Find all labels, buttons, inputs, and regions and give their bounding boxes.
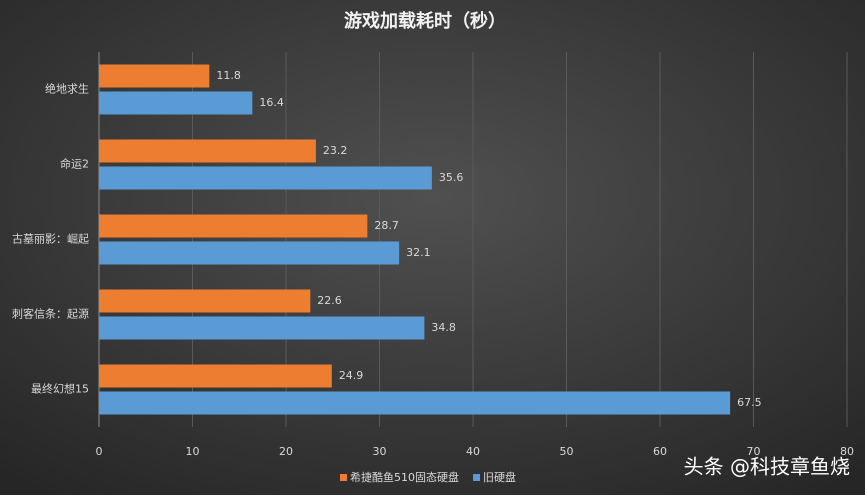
watermark: 头条 @科技章鱼烧 [684, 455, 850, 479]
data-label: 11.8 [216, 69, 241, 82]
bar [99, 139, 316, 163]
y-tick-label: 古墓丽影：崛起 [12, 232, 89, 246]
data-label: 34.8 [431, 321, 456, 334]
bar [99, 289, 311, 313]
y-tick-label: 刺客信条：起源 [12, 307, 89, 321]
bar [99, 214, 368, 238]
data-label: 16.4 [259, 96, 284, 109]
legend-swatch [473, 474, 480, 481]
x-tick-label: 10 [186, 445, 200, 458]
x-tick-label: 70 [747, 445, 761, 458]
data-label: 32.1 [406, 246, 431, 259]
x-tick-label: 40 [466, 445, 480, 458]
legend-label: 希捷酷鱼510固态硬盘 [350, 470, 459, 484]
x-tick-label: 80 [840, 445, 854, 458]
x-tick-label: 20 [279, 445, 293, 458]
data-label: 22.6 [317, 294, 342, 307]
bar [99, 166, 432, 190]
bar [99, 64, 210, 88]
bar [99, 241, 400, 265]
bar [99, 391, 731, 415]
bar [99, 91, 253, 115]
data-label: 23.2 [323, 144, 348, 157]
y-tick-label: 命运2 [60, 157, 89, 171]
x-tick-label: 30 [373, 445, 387, 458]
data-label: 35.6 [439, 171, 464, 184]
legend-swatch [340, 474, 347, 481]
bar [99, 316, 425, 340]
y-tick-label: 最终幻想15 [31, 382, 89, 396]
x-tick-label: 0 [96, 445, 103, 458]
legend-label: 旧硬盘 [483, 470, 516, 484]
chart-title: 游戏加载耗时（秒） [344, 10, 506, 32]
y-tick-label: 绝地求生 [45, 82, 89, 96]
data-label: 67.5 [737, 396, 762, 409]
x-tick-label: 50 [560, 445, 574, 458]
bar [99, 364, 332, 388]
x-tick-label: 60 [653, 445, 667, 458]
data-label: 28.7 [374, 219, 399, 232]
data-label: 24.9 [339, 369, 364, 382]
